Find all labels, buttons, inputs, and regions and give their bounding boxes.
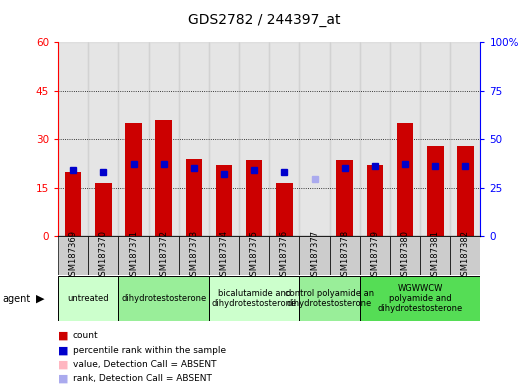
- Bar: [390, 236, 420, 275]
- Bar: [88, 42, 118, 236]
- Bar: [420, 236, 450, 275]
- Text: GDS2782 / 244397_at: GDS2782 / 244397_at: [188, 13, 340, 27]
- Text: GSM187379: GSM187379: [370, 230, 380, 281]
- Text: GSM187369: GSM187369: [69, 230, 78, 281]
- Text: ■: ■: [58, 345, 69, 355]
- Text: untreated: untreated: [68, 294, 109, 303]
- Bar: [118, 276, 209, 321]
- Text: bicalutamide and
dihydrotestosterone: bicalutamide and dihydrotestosterone: [212, 289, 297, 308]
- Text: GSM187380: GSM187380: [401, 230, 410, 281]
- Bar: [299, 42, 329, 236]
- Text: WGWWCW
polyamide and
dihydrotestosterone: WGWWCW polyamide and dihydrotestosterone: [378, 284, 463, 313]
- Text: ■: ■: [58, 374, 69, 384]
- Bar: [457, 146, 474, 236]
- Bar: [246, 160, 262, 236]
- Bar: [155, 120, 172, 236]
- Bar: [118, 236, 148, 275]
- Bar: [450, 236, 480, 275]
- Text: GSM187371: GSM187371: [129, 230, 138, 281]
- Bar: [397, 123, 413, 236]
- Text: GSM187378: GSM187378: [340, 230, 349, 281]
- Text: control polyamide an
dihydrotestosterone: control polyamide an dihydrotestosterone: [285, 289, 374, 308]
- Bar: [390, 42, 420, 236]
- Bar: [427, 146, 444, 236]
- Text: ■: ■: [58, 331, 69, 341]
- Text: GSM187373: GSM187373: [190, 230, 199, 281]
- Bar: [209, 276, 299, 321]
- Text: value, Detection Call = ABSENT: value, Detection Call = ABSENT: [73, 360, 216, 369]
- Bar: [420, 42, 450, 236]
- Bar: [299, 276, 360, 321]
- Text: ▶: ▶: [36, 293, 44, 304]
- Bar: [269, 42, 299, 236]
- Text: dihydrotestosterone: dihydrotestosterone: [121, 294, 206, 303]
- Bar: [58, 236, 88, 275]
- Bar: [65, 172, 81, 236]
- Bar: [209, 236, 239, 275]
- Bar: [88, 236, 118, 275]
- Bar: [360, 276, 480, 321]
- Text: ■: ■: [58, 359, 69, 369]
- Bar: [148, 236, 179, 275]
- Bar: [216, 165, 232, 236]
- Text: GSM187374: GSM187374: [220, 230, 229, 281]
- Text: GSM187381: GSM187381: [431, 230, 440, 281]
- Bar: [95, 183, 111, 236]
- Text: agent: agent: [3, 293, 31, 304]
- Bar: [58, 42, 88, 236]
- Bar: [329, 236, 360, 275]
- Bar: [269, 236, 299, 275]
- Bar: [179, 236, 209, 275]
- Bar: [239, 42, 269, 236]
- Text: percentile rank within the sample: percentile rank within the sample: [73, 346, 226, 355]
- Bar: [360, 236, 390, 275]
- Bar: [360, 42, 390, 236]
- Bar: [329, 42, 360, 236]
- Text: rank, Detection Call = ABSENT: rank, Detection Call = ABSENT: [73, 374, 212, 383]
- Bar: [276, 183, 293, 236]
- Bar: [450, 42, 480, 236]
- Bar: [179, 42, 209, 236]
- Bar: [125, 123, 142, 236]
- Text: GSM187370: GSM187370: [99, 230, 108, 281]
- Bar: [209, 42, 239, 236]
- Bar: [299, 236, 329, 275]
- Bar: [336, 160, 353, 236]
- Text: GSM187376: GSM187376: [280, 230, 289, 281]
- Bar: [118, 42, 148, 236]
- Bar: [239, 236, 269, 275]
- Bar: [58, 276, 118, 321]
- Bar: [148, 42, 179, 236]
- Text: GSM187375: GSM187375: [250, 230, 259, 281]
- Text: count: count: [73, 331, 99, 341]
- Text: GSM187382: GSM187382: [461, 230, 470, 281]
- Text: GSM187372: GSM187372: [159, 230, 168, 281]
- Bar: [366, 165, 383, 236]
- Bar: [185, 159, 202, 236]
- Text: GSM187377: GSM187377: [310, 230, 319, 281]
